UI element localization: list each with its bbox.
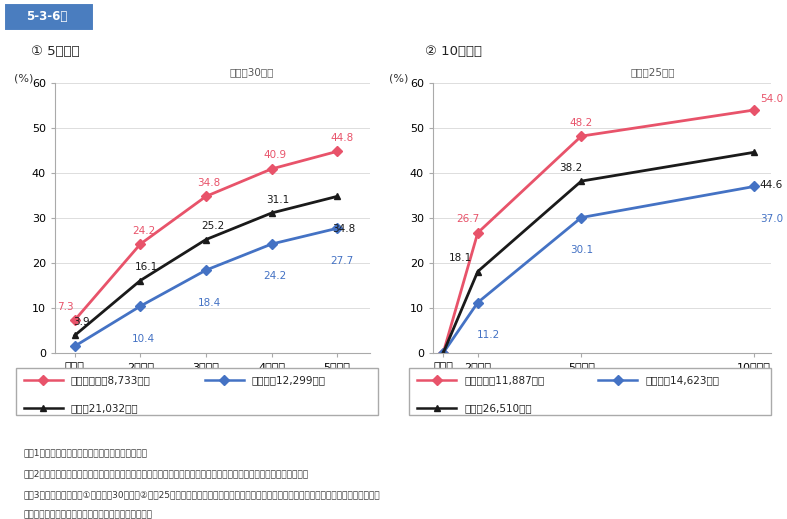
- Text: 27.7: 27.7: [331, 256, 354, 266]
- Text: (%): (%): [14, 73, 34, 83]
- Text: 1.5: 1.5: [58, 374, 76, 384]
- Text: 16.1: 16.1: [135, 262, 158, 272]
- Text: （平成30年）: （平成30年）: [230, 67, 274, 78]
- Text: 18.4: 18.4: [198, 297, 221, 308]
- Text: 25.2: 25.2: [201, 221, 224, 231]
- Text: 満期釈放（11,887人）: 満期釈放（11,887人）: [464, 375, 545, 385]
- Text: 末までに再入所した者の人員の比率をいう。: 末までに再入所した者の人員の比率をいう。: [24, 511, 153, 519]
- Text: 24.2: 24.2: [263, 271, 286, 281]
- Text: 仮釈放（14,623人）: 仮釈放（14,623人）: [645, 375, 719, 385]
- Text: 37.0: 37.0: [759, 214, 783, 224]
- Text: 40.9: 40.9: [263, 151, 286, 160]
- FancyBboxPatch shape: [4, 3, 94, 31]
- Text: 注　1　法務省大臣官房司法法制部の資料による。: 注 1 法務省大臣官房司法法制部の資料による。: [24, 448, 147, 457]
- Text: 3.9: 3.9: [73, 317, 90, 327]
- Text: 11.2: 11.2: [476, 330, 500, 340]
- Text: 出所受刑者の出所事由別再入率: 出所受刑者の出所事由別再入率: [110, 9, 233, 24]
- Text: 7.3: 7.3: [57, 302, 73, 311]
- Text: 26.7: 26.7: [456, 214, 479, 224]
- Text: 44.8: 44.8: [331, 133, 354, 143]
- Text: 34.8: 34.8: [332, 224, 355, 234]
- FancyBboxPatch shape: [16, 368, 378, 415]
- Text: 48.2: 48.2: [570, 118, 593, 128]
- Text: 54.0: 54.0: [759, 94, 783, 104]
- Text: 24.2: 24.2: [132, 226, 155, 236]
- Text: 2　前刑出所後の犯罪により再入所した者で、かつ、前刑出所事由が満期釈放等又は仮釈放の者を計上している。: 2 前刑出所後の犯罪により再入所した者で、かつ、前刑出所事由が満期釈放等又は仮釈…: [24, 469, 309, 478]
- Text: ② 10年以内: ② 10年以内: [425, 45, 482, 59]
- Text: （平成25年）: （平成25年）: [631, 67, 675, 78]
- Text: 31.1: 31.1: [267, 195, 290, 204]
- Text: 5-3-6図: 5-3-6図: [27, 10, 68, 23]
- Text: 44.6: 44.6: [759, 180, 783, 190]
- Text: 18.1: 18.1: [449, 253, 472, 263]
- FancyBboxPatch shape: [409, 368, 771, 415]
- Text: 仮釈放（12,299人）: 仮釈放（12,299人）: [252, 375, 326, 385]
- Text: 10.4: 10.4: [132, 334, 155, 344]
- Text: 総数（21,032人）: 総数（21,032人）: [71, 403, 139, 413]
- Text: (%): (%): [389, 73, 408, 83]
- Text: 総数（26,510人）: 総数（26,510人）: [464, 403, 532, 413]
- Text: 満期釈放等（8,733人）: 満期釈放等（8,733人）: [71, 375, 150, 385]
- Text: 30.1: 30.1: [570, 245, 593, 255]
- Text: 34.8: 34.8: [198, 178, 221, 188]
- Text: ① 5年以内: ① 5年以内: [31, 45, 80, 59]
- Text: 3　「再入率」は、①では平成30年の、②では25年の、各出所受刑者の人員に占める、それぞれ当該出所年から令和４年までの各年の年: 3 「再入率」は、①では平成30年の、②では25年の、各出所受刑者の人員に占める…: [24, 490, 380, 499]
- Text: 38.2: 38.2: [560, 162, 582, 173]
